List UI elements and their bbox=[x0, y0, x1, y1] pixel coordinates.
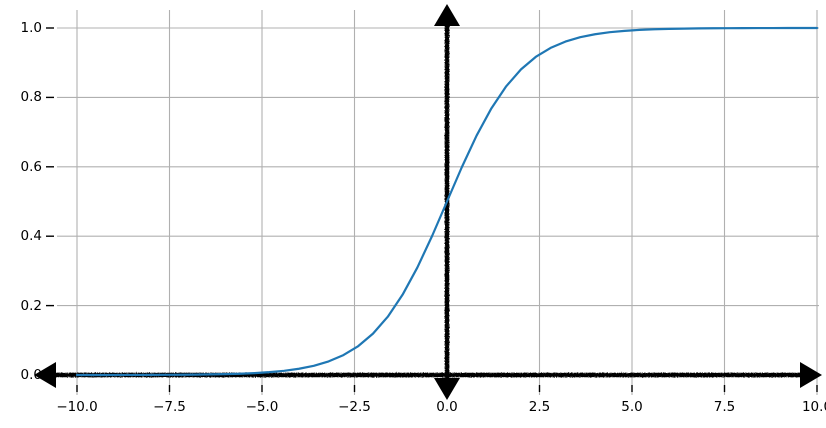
y-axis-down-arrowhead bbox=[434, 378, 460, 400]
y-tick-marks bbox=[46, 27, 54, 376]
x-tick-label: −2.5 bbox=[338, 399, 371, 415]
y-tick-label: 0.2 bbox=[20, 297, 42, 314]
x-tick-label: 7.5 bbox=[713, 399, 736, 415]
x-axis-left-arrowhead bbox=[34, 362, 56, 388]
axis-arrowheads bbox=[34, 4, 822, 400]
x-tick-label: 10.0 bbox=[801, 399, 826, 415]
y-tick-label: 1.0 bbox=[20, 20, 42, 36]
y-tick-label: 0.6 bbox=[20, 158, 42, 175]
x-tick-label: −5.0 bbox=[245, 399, 279, 415]
y-axis-up-arrowhead bbox=[434, 4, 460, 26]
x-tick-label: 2.5 bbox=[528, 399, 551, 415]
grid-lines bbox=[57, 10, 819, 395]
y-tick-label: 0.0 bbox=[20, 367, 42, 383]
x-axis-right-arrowhead bbox=[800, 362, 822, 388]
x-tick-label: −10.0 bbox=[56, 399, 98, 415]
x-tick-label: 0.0 bbox=[436, 399, 458, 415]
axis-lines bbox=[44, 16, 812, 390]
x-tick-label: −7.5 bbox=[153, 399, 186, 415]
y-tick-label: 0.8 bbox=[20, 89, 42, 106]
x-tick-label: 5.0 bbox=[621, 399, 643, 415]
y-tick-label: 0.4 bbox=[20, 228, 42, 245]
x-tick-marks bbox=[76, 385, 818, 392]
sigmoid-curve bbox=[75, 26, 819, 377]
